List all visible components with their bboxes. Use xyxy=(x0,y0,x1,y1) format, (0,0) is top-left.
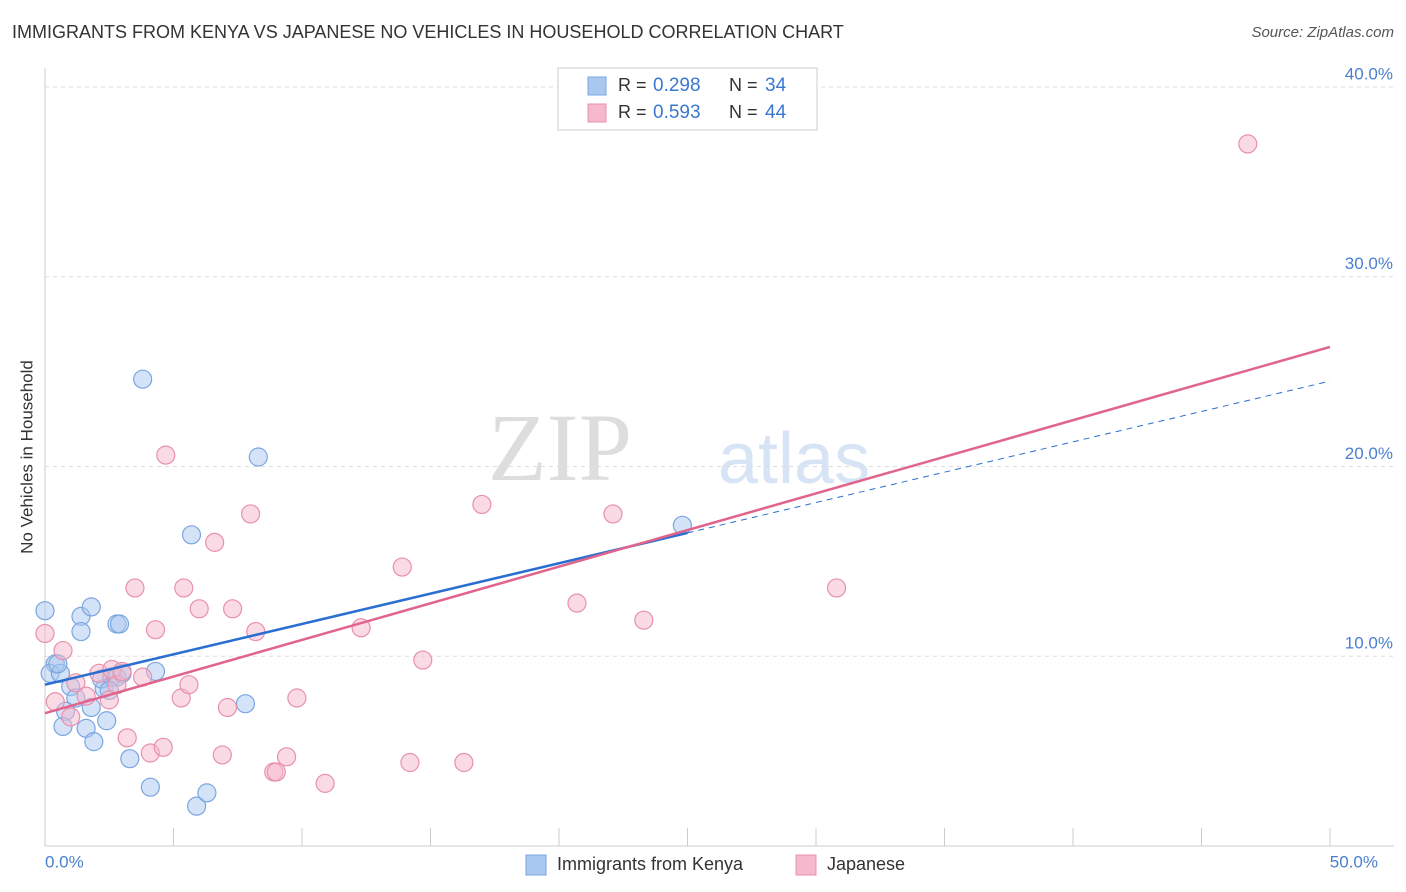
legend-n-label: N = xyxy=(729,102,758,122)
point xyxy=(246,621,266,642)
point xyxy=(567,593,587,613)
point xyxy=(266,762,286,782)
point xyxy=(217,697,238,718)
legend-n-label: N = xyxy=(729,75,758,95)
point xyxy=(634,610,654,630)
point xyxy=(235,694,256,714)
x-tick-label: 0.0% xyxy=(45,852,84,871)
point xyxy=(117,728,137,748)
legend-swatch xyxy=(525,854,547,876)
watermark: atlas xyxy=(718,419,870,499)
y-tick-label: 30.0% xyxy=(1345,254,1393,273)
point xyxy=(392,557,412,577)
point xyxy=(84,732,104,752)
legend-r-label: R = xyxy=(618,75,647,95)
point xyxy=(248,447,268,467)
trend-extension xyxy=(687,380,1331,534)
point xyxy=(454,752,474,773)
point xyxy=(315,773,335,793)
point xyxy=(145,620,166,640)
y-tick-label: 10.0% xyxy=(1345,634,1393,653)
point xyxy=(189,599,209,619)
legend-label: Immigrants from Kenya xyxy=(557,854,744,874)
point xyxy=(133,369,153,389)
point xyxy=(81,597,101,617)
point xyxy=(205,532,225,552)
point xyxy=(109,614,130,634)
trend-line xyxy=(44,345,1331,715)
point xyxy=(125,578,145,598)
point xyxy=(140,777,160,797)
point xyxy=(603,504,623,524)
point xyxy=(472,494,492,515)
x-tick-label: 50.0% xyxy=(1330,852,1378,871)
y-tick-label: 40.0% xyxy=(1345,64,1393,83)
legend-r: 0.298 xyxy=(653,75,701,96)
point xyxy=(156,445,176,465)
legend-r-label: R = xyxy=(618,102,647,122)
legend-r: 0.593 xyxy=(653,102,701,123)
point xyxy=(153,737,173,757)
point xyxy=(120,749,140,769)
point xyxy=(179,675,199,695)
point xyxy=(187,796,207,816)
point xyxy=(276,747,297,767)
y-axis-label: No Vehicles in Household xyxy=(17,360,36,554)
legend-n: 34 xyxy=(765,75,787,96)
point xyxy=(35,623,55,644)
point xyxy=(181,525,202,545)
trend-line xyxy=(44,531,688,686)
legend-n: 44 xyxy=(765,102,787,123)
legend-swatch xyxy=(587,103,607,123)
point xyxy=(287,688,307,708)
point xyxy=(413,650,433,670)
point xyxy=(174,578,194,598)
point xyxy=(212,745,232,765)
point xyxy=(53,640,73,661)
point xyxy=(35,601,55,621)
point xyxy=(223,599,243,619)
point xyxy=(826,578,847,598)
point xyxy=(400,752,420,773)
point xyxy=(61,707,81,727)
chart-title: IMMIGRANTS FROM KENYA VS JAPANESE NO VEH… xyxy=(12,22,844,42)
point xyxy=(241,504,261,524)
watermark: ZIP xyxy=(488,394,632,501)
point xyxy=(1238,134,1258,154)
point xyxy=(97,711,117,731)
y-tick-label: 20.0% xyxy=(1345,444,1393,463)
point xyxy=(197,783,217,803)
legend-label: Japanese xyxy=(827,854,905,874)
source: Source: ZipAtlas.com xyxy=(1251,24,1394,41)
legend-swatch xyxy=(795,854,817,876)
legend-swatch xyxy=(587,76,607,96)
point xyxy=(71,621,91,642)
